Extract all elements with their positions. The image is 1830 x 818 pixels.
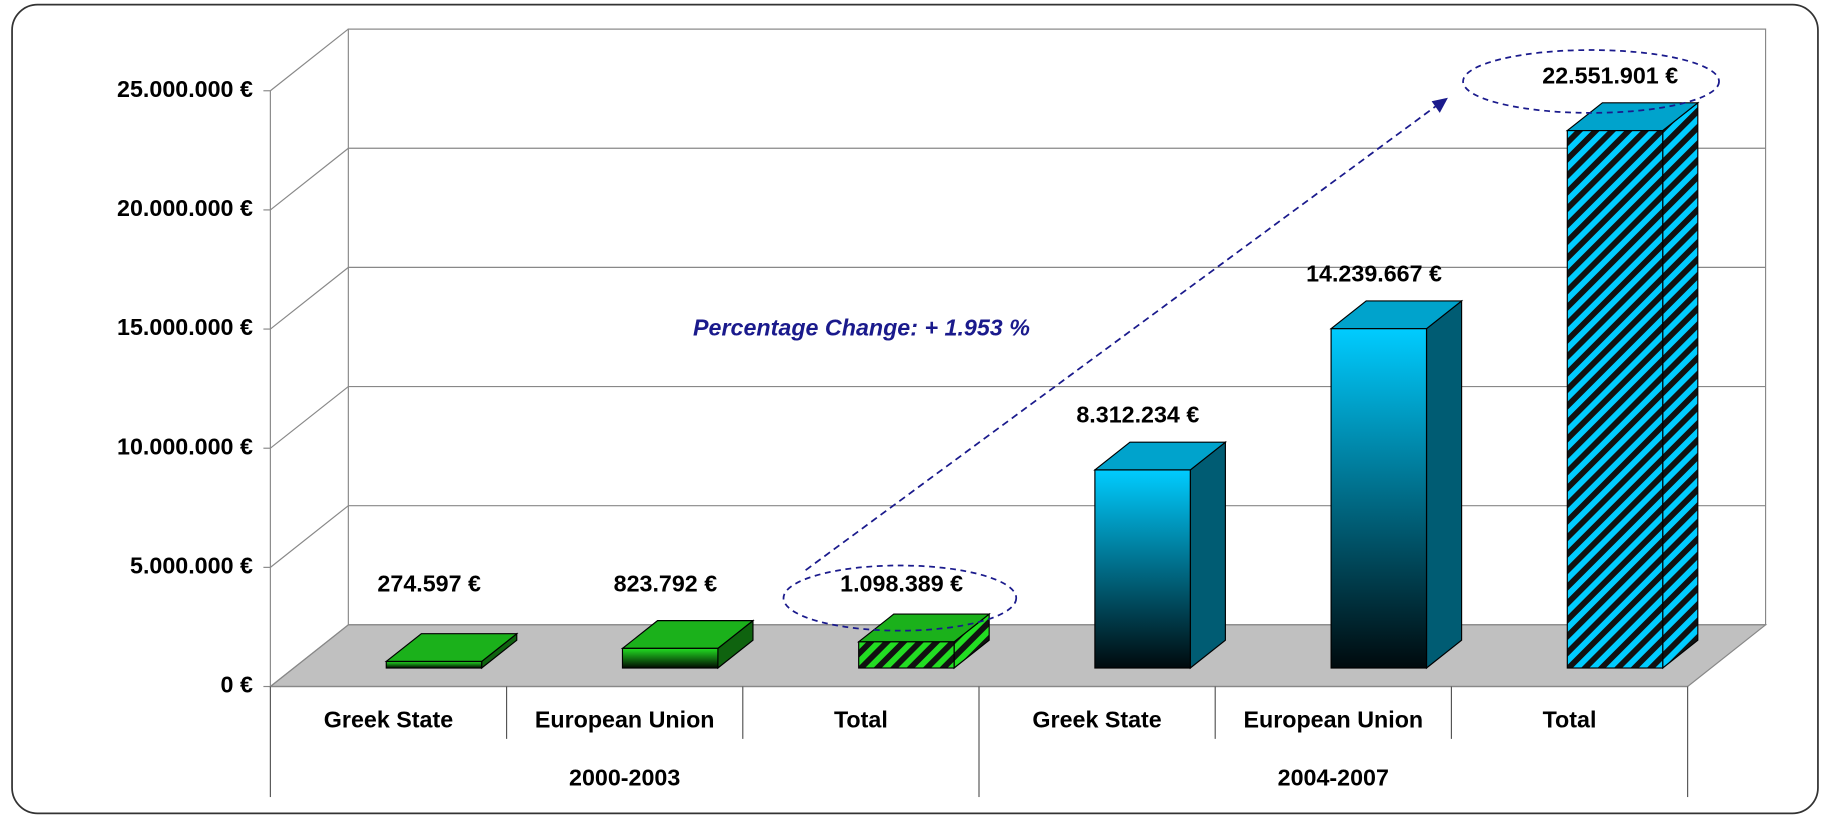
value-label: 823.792 € (614, 570, 718, 596)
y-tick-label: 25.000.000 € (117, 76, 253, 102)
value-label: 14.239.667 € (1306, 260, 1442, 286)
value-label: 1.098.389 € (840, 570, 963, 596)
annotation: Percentage Change: + 1.953 % (693, 314, 1030, 340)
bars (384, 101, 1700, 670)
y-tick-label: 5.000.000 € (130, 553, 253, 579)
labels: 0 € 5.000.000 € 10.000.000 € 15.000.000 € 20… (117, 62, 1678, 790)
y-tick-label: 0 € (221, 672, 253, 698)
grid-line (270, 624, 349, 687)
grid-line (270, 386, 349, 449)
x-tick-label: Total (1543, 707, 1597, 733)
highlight-ellipse (782, 564, 1018, 632)
bar-side (1662, 101, 1699, 670)
value-label: 274.597 € (377, 570, 481, 596)
grid-line (270, 28, 349, 92)
arrow-head (1431, 97, 1448, 113)
x-tick-label: Greek State (1032, 707, 1161, 733)
trend-arrow (805, 105, 1437, 571)
bar (385, 660, 483, 669)
frame (11, 3, 1819, 815)
value-label: 8.312.234 € (1076, 402, 1199, 428)
group-label: 2000-2003 (569, 765, 680, 791)
bar-side (1189, 440, 1226, 670)
bar (1094, 469, 1191, 669)
grid (263, 28, 1766, 798)
y-tick-label: 10.000.000 € (117, 433, 253, 459)
grid-line (270, 147, 349, 211)
bar (858, 641, 955, 669)
y-tick-label: 20.000.000 € (117, 195, 253, 221)
bar-side (1425, 299, 1463, 670)
bar (1330, 328, 1428, 669)
value-label: 22.551.901 € (1542, 62, 1678, 88)
x-tick-label: European Union (535, 707, 715, 733)
x-tick-label: Greek State (324, 707, 453, 733)
y-tick-label: 15.000.000 € (117, 314, 253, 340)
x-tick-label: European Union (1243, 707, 1423, 733)
x-tick-label: Total (834, 707, 888, 733)
bar (1566, 130, 1664, 669)
grid-line (270, 505, 349, 568)
bar (621, 647, 719, 669)
highlight-ellipse (1462, 49, 1720, 114)
back-wall (347, 28, 1767, 626)
grid-line (270, 266, 349, 330)
group-label: 2004-2007 (1278, 765, 1389, 791)
